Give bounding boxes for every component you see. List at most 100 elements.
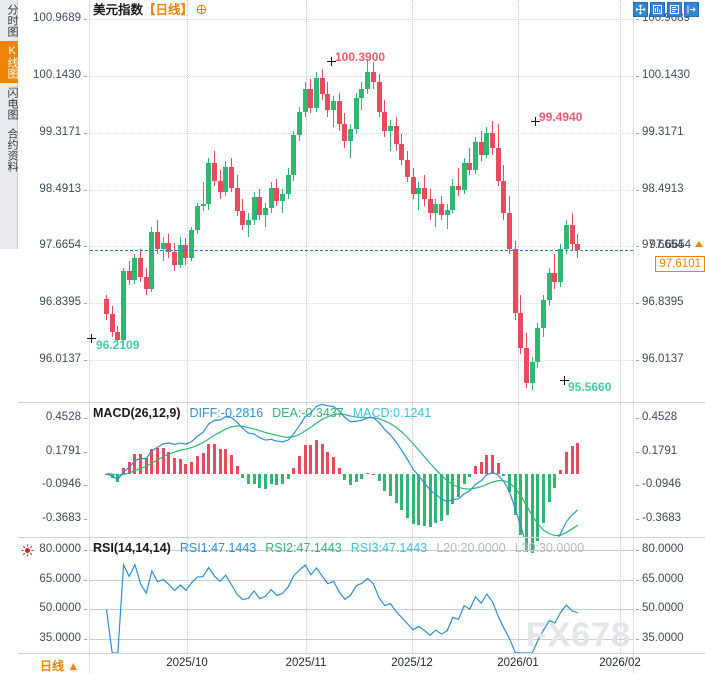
- candlestick: [421, 0, 427, 402]
- candlestick: [200, 0, 206, 402]
- expand-right-icon[interactable]: [684, 2, 699, 17]
- macd-histogram-bar: [207, 443, 211, 474]
- price-axis-tick-label: 99.3171: [642, 125, 684, 138]
- sidebar-item-lightning[interactable]: 闪电图: [6, 87, 18, 120]
- candle-body: [359, 89, 365, 99]
- sidebar-item-contract-info[interactable]: 合约资料: [6, 128, 18, 172]
- macd-title: MACD(26,12,9): [93, 406, 181, 420]
- scale-vertical-icon[interactable]: [650, 2, 665, 17]
- macd-histogram-bar: [349, 473, 353, 485]
- price-plot[interactable]: [89, 0, 634, 402]
- axis-tick: [636, 19, 639, 21]
- rsi-axis-tick-label: 35.0000: [39, 632, 81, 645]
- candle-body: [115, 331, 121, 341]
- candlestick: [149, 0, 155, 402]
- macd-histogram-bar: [474, 465, 477, 474]
- time-axis: 日线 ▲ 2025/10 2025/11 2025/12 2026/01 2026/02: [18, 653, 705, 673]
- candle-body: [404, 160, 410, 177]
- macd-lines: [106, 403, 579, 537]
- macd-histogram-bar: [156, 448, 160, 474]
- price-axis-tick-label: 97.6654: [642, 239, 684, 252]
- candlestick: [444, 0, 450, 402]
- candlestick: [467, 0, 473, 402]
- candlestick: [285, 0, 291, 402]
- axis-tick: [84, 549, 87, 551]
- candlestick: [416, 0, 422, 402]
- candlestick: [507, 0, 513, 402]
- macd-grid-column: [620, 403, 621, 537]
- macd-histogram-bar: [547, 473, 551, 502]
- candle-wick: [389, 120, 391, 152]
- rsi-axis-tick-label: 80.0000: [39, 542, 81, 555]
- period-tag[interactable]: 日线 ▲: [40, 659, 80, 673]
- macd-histogram-bar: [332, 457, 336, 474]
- candle-body: [427, 199, 433, 214]
- scale-horizontal-icon[interactable]: [667, 2, 682, 17]
- candlestick: [461, 0, 467, 402]
- macd-histogram-bar: [371, 473, 375, 475]
- sidebar-item-kline[interactable]: K线图: [0, 41, 18, 83]
- price-grid-column: [412, 0, 413, 402]
- candle-body: [478, 142, 484, 155]
- macd-histogram-bar: [479, 461, 483, 474]
- candle-body: [353, 98, 359, 129]
- price-axis-tick-label: 96.8395: [642, 296, 684, 309]
- red-sun-icon[interactable]: [21, 544, 34, 557]
- axis-tick: [636, 132, 639, 134]
- price-axis-tick-label: 100.9689: [642, 12, 690, 25]
- candle-body: [268, 187, 274, 209]
- candle-body: [172, 252, 178, 265]
- axis-tick: [636, 76, 639, 78]
- period-label: 【日线】: [143, 3, 194, 17]
- price-axis-left: 100.9689 100.1430 99.3171 98.4913 97.6654 96.…: [18, 0, 87, 402]
- candlestick: [541, 0, 547, 402]
- axis-tick: [636, 418, 639, 420]
- left-sidebar: 分时图 K线图 闪电图 合约资料: [0, 0, 18, 249]
- macd-histogram-bar: [553, 473, 557, 488]
- candlestick: [365, 0, 371, 402]
- axis-tick: [84, 359, 87, 361]
- candle-body: [155, 231, 161, 250]
- macd-histogram-bar: [320, 443, 324, 474]
- macd-histogram-bar: [496, 462, 500, 474]
- crosshair-move-icon[interactable]: [633, 2, 648, 17]
- axis-tick: [84, 639, 87, 641]
- candle-body: [484, 132, 490, 155]
- axis-tick: [84, 418, 87, 420]
- macd-histogram-bar: [491, 454, 495, 474]
- macd-grid-column: [412, 403, 413, 537]
- macd-histogram-bar: [513, 473, 517, 515]
- candle-body: [297, 112, 303, 136]
- price-gridline: [90, 189, 633, 191]
- candlestick: [115, 0, 121, 402]
- candle-body: [240, 210, 246, 225]
- macd-plot[interactable]: [89, 403, 634, 554]
- macd-histogram-bar: [383, 473, 387, 491]
- candlestick: [410, 0, 416, 402]
- candlestick: [234, 0, 240, 402]
- circle-cross-icon[interactable]: [196, 4, 207, 15]
- rsi-plot[interactable]: [89, 538, 634, 653]
- price-gridline: [90, 76, 633, 78]
- candle-body: [410, 176, 416, 195]
- candle-body: [194, 206, 200, 231]
- candle-body: [234, 187, 240, 211]
- macd-histogram-bar: [502, 473, 506, 476]
- candle-body: [138, 257, 144, 277]
- sidebar-item-timeline[interactable]: 分时图: [6, 4, 18, 37]
- candle-body: [473, 142, 478, 170]
- quote-price-box[interactable]: 97.6101: [655, 256, 705, 273]
- candlestick: [143, 0, 149, 402]
- macd-axis-left: 0.4528 0.1791 -0.0946 -0.3683: [18, 403, 87, 537]
- macd-histogram-bar: [275, 473, 279, 485]
- price-axis-tick-label: 96.0137: [39, 352, 81, 365]
- candlestick: [211, 0, 217, 402]
- candle-body: [518, 312, 524, 349]
- candle-body: [251, 197, 257, 220]
- macd-histogram-bar: [280, 473, 284, 485]
- macd-macd-value: MACD:0.1241: [352, 406, 432, 420]
- macd-histogram-bar: [394, 473, 398, 504]
- candle-body: [438, 204, 444, 216]
- macd-histogram-bar: [360, 473, 364, 479]
